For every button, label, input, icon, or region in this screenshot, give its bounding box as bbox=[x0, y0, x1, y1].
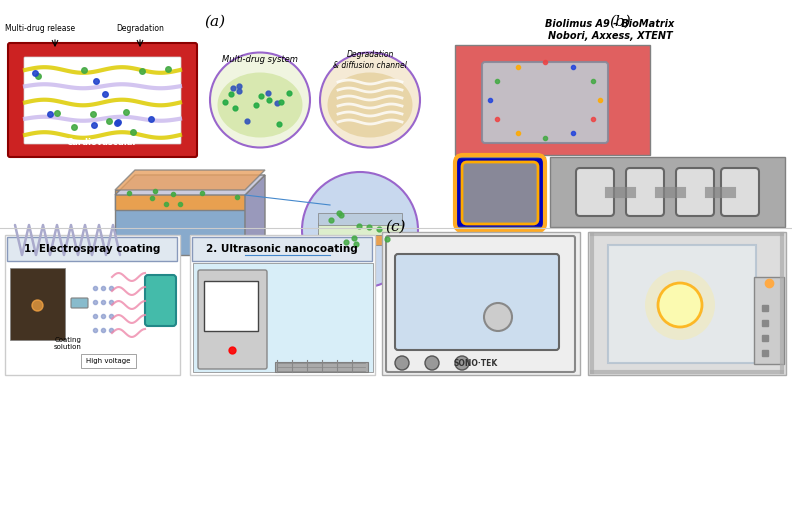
FancyBboxPatch shape bbox=[24, 57, 181, 144]
FancyBboxPatch shape bbox=[275, 362, 368, 372]
FancyBboxPatch shape bbox=[8, 43, 197, 157]
FancyBboxPatch shape bbox=[455, 45, 650, 155]
Text: Multi-drug release: Multi-drug release bbox=[5, 24, 75, 33]
FancyBboxPatch shape bbox=[10, 268, 65, 340]
FancyBboxPatch shape bbox=[115, 190, 245, 210]
Ellipse shape bbox=[320, 53, 420, 147]
Circle shape bbox=[658, 283, 702, 327]
FancyBboxPatch shape bbox=[482, 62, 608, 143]
FancyBboxPatch shape bbox=[608, 245, 756, 363]
Ellipse shape bbox=[328, 73, 413, 138]
Polygon shape bbox=[245, 175, 265, 255]
Text: Cardiovascular: Cardiovascular bbox=[67, 138, 137, 147]
FancyBboxPatch shape bbox=[588, 232, 786, 375]
Text: SONO·TEK: SONO·TEK bbox=[454, 358, 498, 368]
FancyBboxPatch shape bbox=[71, 298, 88, 308]
FancyBboxPatch shape bbox=[318, 213, 402, 225]
Text: Degradation
& diffusion channel: Degradation & diffusion channel bbox=[333, 50, 407, 70]
FancyBboxPatch shape bbox=[193, 263, 373, 372]
Circle shape bbox=[455, 356, 469, 370]
Text: Biolimus A9 – BioMatrix: Biolimus A9 – BioMatrix bbox=[546, 19, 675, 29]
FancyBboxPatch shape bbox=[81, 354, 136, 368]
FancyBboxPatch shape bbox=[198, 270, 267, 369]
Text: Coating
solution: Coating solution bbox=[54, 337, 82, 350]
Circle shape bbox=[484, 303, 512, 331]
Text: (a): (a) bbox=[204, 15, 226, 29]
Text: 1. Electrospray coating: 1. Electrospray coating bbox=[24, 244, 160, 254]
Text: Multi-drug system: Multi-drug system bbox=[222, 56, 298, 64]
FancyBboxPatch shape bbox=[318, 223, 402, 235]
Circle shape bbox=[395, 356, 409, 370]
FancyBboxPatch shape bbox=[192, 237, 372, 261]
FancyBboxPatch shape bbox=[455, 157, 545, 227]
FancyBboxPatch shape bbox=[721, 168, 759, 216]
FancyBboxPatch shape bbox=[462, 162, 538, 224]
Circle shape bbox=[425, 356, 439, 370]
Polygon shape bbox=[115, 175, 265, 195]
Text: 2. Ultrasonic nanocoating: 2. Ultrasonic nanocoating bbox=[206, 244, 358, 254]
Text: High voltage: High voltage bbox=[86, 358, 130, 364]
FancyBboxPatch shape bbox=[318, 233, 402, 245]
FancyBboxPatch shape bbox=[626, 168, 664, 216]
Ellipse shape bbox=[210, 53, 310, 147]
FancyBboxPatch shape bbox=[576, 168, 614, 216]
Text: (c): (c) bbox=[386, 220, 406, 234]
FancyBboxPatch shape bbox=[386, 236, 575, 372]
Text: Nobori, Axxess, XTENT: Nobori, Axxess, XTENT bbox=[548, 31, 672, 41]
Polygon shape bbox=[115, 170, 265, 190]
FancyBboxPatch shape bbox=[115, 195, 245, 255]
Circle shape bbox=[645, 270, 715, 340]
FancyBboxPatch shape bbox=[676, 168, 714, 216]
FancyBboxPatch shape bbox=[754, 277, 784, 364]
Ellipse shape bbox=[218, 73, 303, 138]
FancyBboxPatch shape bbox=[5, 235, 180, 375]
FancyBboxPatch shape bbox=[395, 254, 559, 350]
FancyBboxPatch shape bbox=[204, 281, 258, 331]
FancyBboxPatch shape bbox=[550, 157, 785, 227]
FancyBboxPatch shape bbox=[382, 232, 580, 375]
Text: (b): (b) bbox=[609, 15, 631, 29]
Text: Degradation: Degradation bbox=[116, 24, 164, 33]
FancyBboxPatch shape bbox=[190, 235, 375, 375]
Circle shape bbox=[302, 172, 418, 288]
FancyBboxPatch shape bbox=[145, 275, 176, 326]
FancyBboxPatch shape bbox=[7, 237, 177, 261]
